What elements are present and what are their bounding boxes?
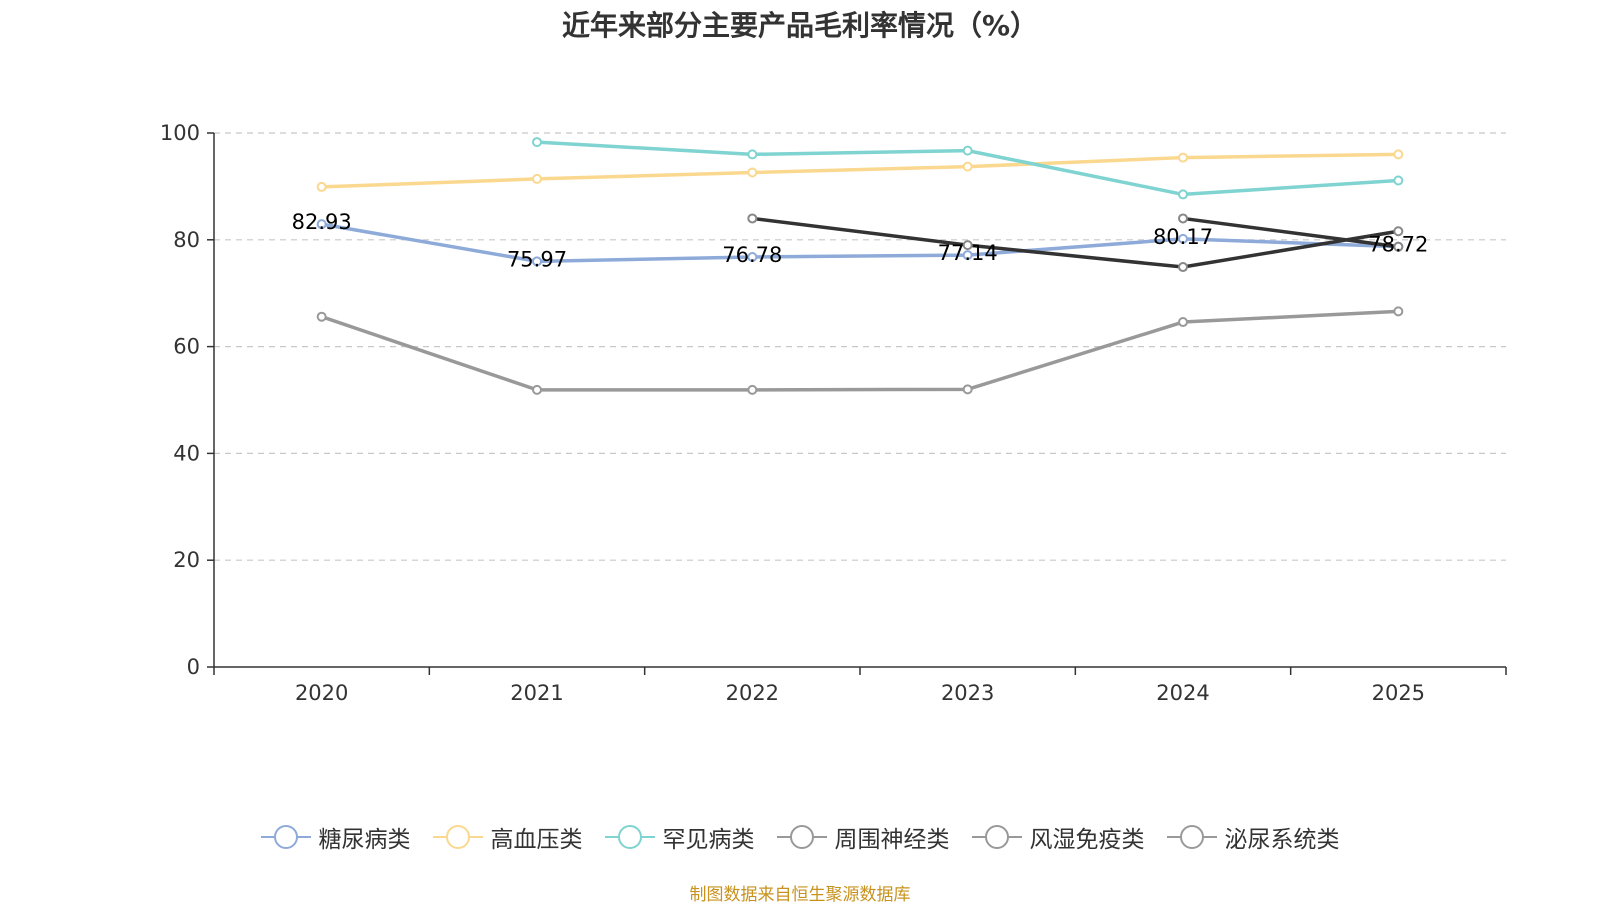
series-layer	[316, 137, 1404, 395]
legend-item-diabetes[interactable]: 糖尿病类	[260, 820, 411, 854]
x-tick-label: 2020	[295, 681, 348, 705]
y-tick-label: 60	[173, 335, 200, 359]
data-point	[316, 219, 327, 230]
data-point	[962, 250, 973, 261]
chart-title: 近年来部分主要产品毛利率情况（%）	[561, 9, 1039, 42]
data-point	[1393, 226, 1404, 237]
data-point	[532, 384, 542, 395]
data-point	[962, 145, 973, 156]
data-point	[962, 161, 973, 172]
data-point	[1178, 233, 1188, 244]
data-point	[1393, 306, 1404, 317]
source-note: 制图数据来自恒生聚源数据库	[689, 885, 911, 905]
data-point	[1178, 152, 1188, 163]
data-labels: 82.93 75.97 76.78 77.14 80.17 78.72	[292, 210, 1429, 271]
y-tick-label: 100	[160, 121, 200, 145]
data-label: 76.78	[722, 243, 782, 267]
data-point	[962, 384, 973, 395]
legend-item-rare-disease[interactable]: 罕见病类	[604, 820, 755, 854]
data-point	[1178, 262, 1188, 273]
legend-label: 泌尿系统类	[1224, 827, 1340, 853]
series-2	[532, 137, 1404, 200]
x-tick-label: 2021	[510, 681, 563, 705]
legend-label: 高血压类	[490, 827, 583, 853]
legend-symbol-icon	[432, 824, 483, 850]
data-point	[747, 384, 758, 395]
data-label: 77.14	[938, 241, 998, 265]
data-point	[1393, 149, 1404, 160]
y-tick-label: 40	[173, 441, 200, 465]
data-point	[747, 251, 758, 262]
data-point	[747, 213, 758, 224]
x-tick-label: 2025	[1372, 681, 1425, 705]
series-3	[747, 213, 1404, 273]
series-4	[1178, 213, 1404, 252]
legend-symbol-icon	[260, 824, 311, 850]
legend-symbol-icon	[1166, 824, 1217, 850]
data-point	[747, 167, 758, 178]
series-line	[1182, 216, 1399, 249]
axes: 0 20 40 60 80 100 2020 2021 2022 2023 2024 2025	[160, 121, 1507, 705]
data-point	[1178, 213, 1188, 224]
legend-item-hypertension[interactable]: 高血压类	[432, 820, 583, 854]
legend-symbol-icon	[971, 824, 1022, 850]
series-1	[316, 149, 1404, 192]
data-point	[316, 181, 327, 192]
legend-item-peripheral-nerve[interactable]: 周围神经类	[776, 820, 950, 854]
data-label: 75.97	[507, 247, 567, 271]
series-line	[752, 216, 1399, 269]
data-point	[1393, 241, 1404, 252]
x-tick-label: 2024	[1156, 681, 1209, 705]
legend-symbol-icon	[776, 824, 827, 850]
data-point	[532, 256, 542, 267]
data-point	[1178, 189, 1188, 200]
x-tick-label: 2023	[941, 681, 994, 705]
y-tick-label: 0	[187, 655, 200, 679]
series-5	[316, 306, 1404, 395]
legend-label: 周围神经类	[834, 827, 950, 853]
y-tick-label: 80	[173, 228, 200, 252]
data-point	[747, 149, 758, 160]
data-label: 78.72	[1368, 233, 1428, 257]
x-tick-label: 2022	[726, 681, 779, 705]
series-0	[316, 219, 1404, 267]
data-point	[316, 311, 327, 322]
y-tick-label: 20	[173, 548, 200, 572]
data-label: 82.93	[292, 210, 352, 234]
data-point	[962, 240, 973, 251]
data-point	[1178, 317, 1188, 328]
data-point	[532, 173, 542, 184]
legend-label: 罕见病类	[662, 827, 755, 853]
data-label: 80.17	[1153, 225, 1213, 249]
legend-item-rheumatic-immune[interactable]: 风湿免疫类	[971, 820, 1145, 854]
series-line	[321, 222, 1399, 264]
legend-item-urinary-system[interactable]: 泌尿系统类	[1166, 820, 1340, 854]
legend: 糖尿病类 高血压类 罕见病类 周围神经类 风湿免疫类 泌尿系统类	[0, 820, 1600, 854]
data-point	[532, 137, 542, 148]
series-line	[321, 152, 1399, 189]
legend-label: 风湿免疫类	[1029, 827, 1145, 853]
legend-symbol-icon	[604, 824, 655, 850]
legend-label: 糖尿病类	[318, 827, 411, 853]
data-point	[1393, 175, 1404, 186]
series-line	[321, 309, 1399, 392]
